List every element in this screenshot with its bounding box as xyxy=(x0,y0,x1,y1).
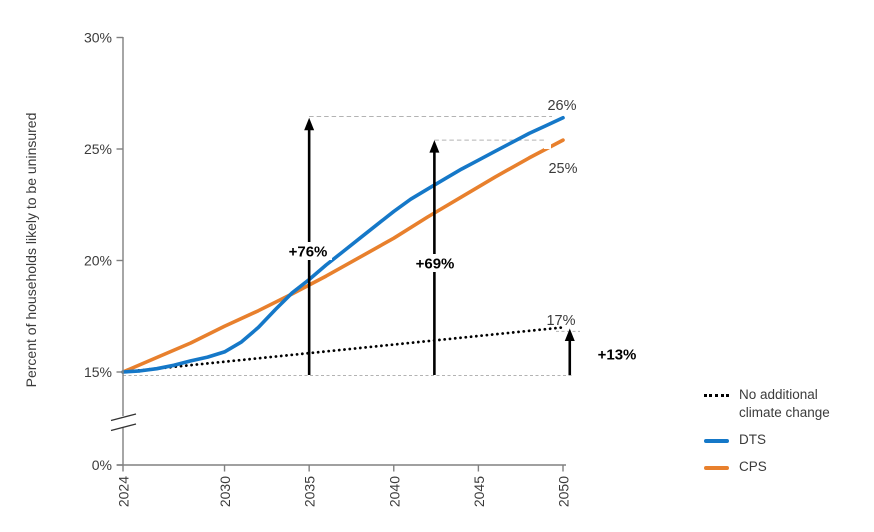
x-tick-label-2035: 2035 xyxy=(302,476,318,507)
axis-break-slash-icon xyxy=(110,413,137,422)
y-tick-label-20%: 20% xyxy=(84,253,112,269)
legend-item-dts: DTS xyxy=(704,431,868,449)
annotation-label-+13%: +13% xyxy=(598,347,637,364)
dotted-line-swatch-icon xyxy=(704,394,729,397)
blue-line-swatch-icon xyxy=(704,439,729,443)
legend-label: No additional climate change xyxy=(739,387,830,420)
legend-item-cps: CPS xyxy=(704,458,868,476)
y-tick-label-15%: 15% xyxy=(84,364,112,380)
end-value-label-cps: 25% xyxy=(548,161,577,177)
no-additional-climate-change-line xyxy=(121,325,565,374)
end-value-label-dts: 26% xyxy=(547,98,576,114)
legend: No additional climate change DTS CPS xyxy=(704,386,868,476)
axis-break-slash-icon xyxy=(110,423,137,432)
x-tick-label-2040: 2040 xyxy=(386,476,402,507)
legend-label: CPS xyxy=(739,459,767,474)
cps-line xyxy=(121,138,565,374)
annotation-arrowhead-+69% xyxy=(429,140,440,153)
orange-line-swatch-icon xyxy=(704,466,729,470)
x-tick-label-2050: 2050 xyxy=(556,476,572,507)
end-value-label-no-additional-climate-change: 17% xyxy=(546,313,575,329)
x-tick-label-2030: 2030 xyxy=(217,476,233,507)
y-axis-title: Percent of households likely to be unins… xyxy=(23,113,39,388)
annotation-label-+69%: +69% xyxy=(416,256,455,273)
y-tick-label-25%: 25% xyxy=(84,141,112,157)
annotation-arrowhead-+13% xyxy=(564,328,575,342)
x-tick-label-2024: 2024 xyxy=(116,476,132,507)
annotation-label-bg xyxy=(411,254,459,272)
legend-item-no-additional-climate-change: No additional climate change xyxy=(704,386,868,422)
cps-line-gap xyxy=(544,136,551,149)
y-tick-label-0%: 0% xyxy=(92,457,112,473)
legend-label: DTS xyxy=(739,432,766,447)
dts-line xyxy=(121,116,565,374)
x-tick-label-2045: 2045 xyxy=(471,476,487,507)
annotation-label-bg xyxy=(284,242,332,260)
annotation-label-+76%: +76% xyxy=(289,244,328,261)
y-tick-label-30%: 30% xyxy=(84,30,112,46)
annotation-arrowhead-+76% xyxy=(304,117,315,131)
